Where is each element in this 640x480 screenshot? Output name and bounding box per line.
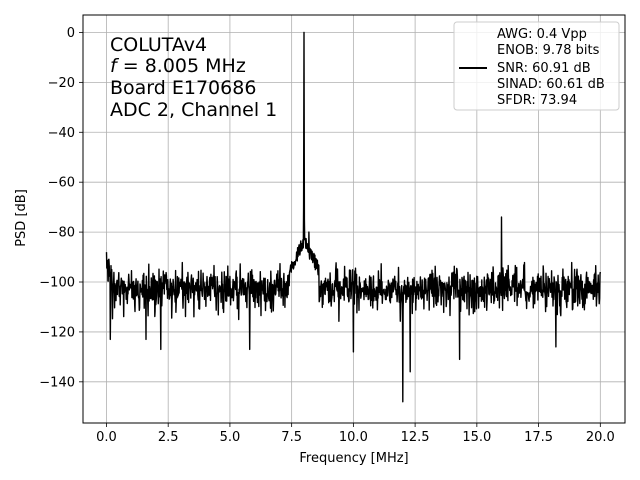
annotation-f-symbol: f [110,55,120,77]
x-tick-label: 5.0 [220,430,241,445]
legend: AWG: 0.4 Vpp ENOB: 9.78 bits SNR: 60.91 … [453,21,620,111]
x-tick-label: 17.5 [524,430,553,445]
annotation-line-1: COLUTAv4 [110,34,207,56]
legend-entry-enob: ENOB: 9.78 bits [497,43,600,58]
legend-entry-sfdr: SFDR: 73.94 [497,93,577,108]
psd-trace [105,31,601,403]
legend-entry-awg: AWG: 0.4 Vpp [497,27,587,42]
annotation-line-4: ADC 2, Channel 1 [110,99,277,121]
x-tick-label: 7.5 [281,430,302,445]
legend-box [453,21,620,111]
annotation: COLUTAv4 f = 8.005 MHz Board E170686 ADC… [110,34,277,121]
y-tick-label: 0 [67,26,75,41]
x-tick-label: 15.0 [462,430,491,445]
y-tick-label: −100 [39,276,75,291]
x-tick-label: 10.0 [339,430,368,445]
y-tick-label: −20 [48,76,75,91]
x-axis-label: Frequency [MHz] [299,451,408,466]
legend-entry-sinad: SINAD: 60.61 dB [497,77,605,92]
x-tick-label: 0.0 [96,430,117,445]
y-tick-label: −140 [39,375,75,390]
plot-area-frame [82,14,626,424]
annotation-line-3: Board E170686 [110,77,256,99]
x-tick-label: 12.5 [401,430,430,445]
y-tick-label: −80 [48,226,75,241]
x-tick-label: 2.5 [158,430,179,445]
psd-line [105,31,601,403]
annotation-frequency: = 8.005 MHz [123,55,246,77]
y-tick-label: −40 [48,126,75,141]
y-axis-label: PSD [dB] [14,189,29,247]
annotation-line-2: f = 8.005 MHz [110,55,246,77]
axis-ticks: 0.0 2.5 5.0 7.5 10.0 12.5 15.0 17.5 20.0 0 −20 −40 −… [39,26,615,445]
y-tick-label: −120 [39,325,75,340]
y-tick-label: −60 [48,176,75,191]
legend-entry-snr: SNR: 60.91 dB [497,61,591,76]
x-tick-label: 20.0 [586,430,615,445]
